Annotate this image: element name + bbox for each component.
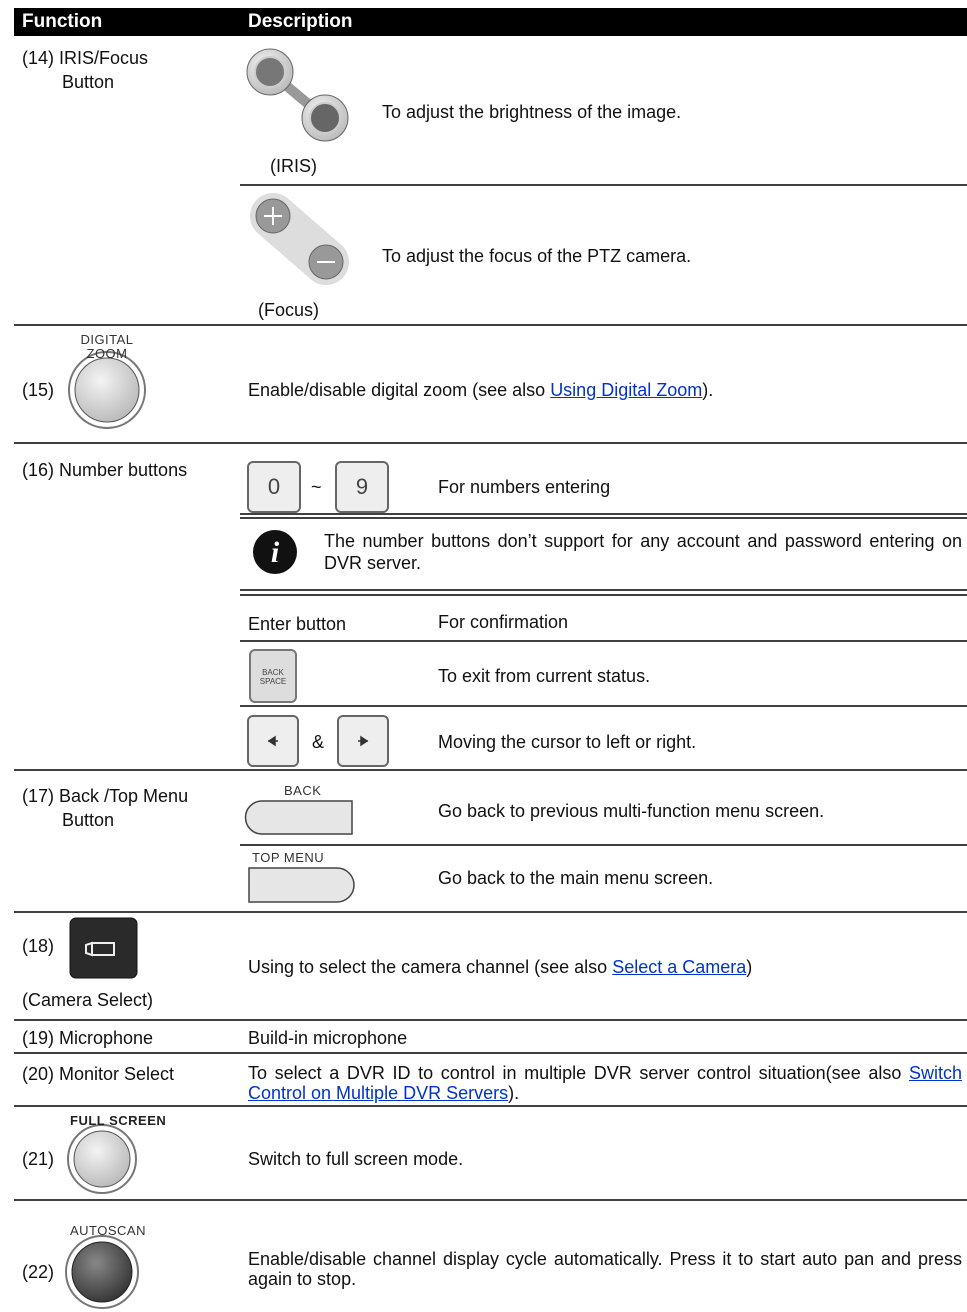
- description: To exit from current status.: [438, 666, 651, 686]
- separator: &: [312, 732, 325, 752]
- function-label: (16) Number buttons: [22, 460, 188, 480]
- button-label: AUTOSCAN: [70, 1223, 146, 1238]
- function-label: (18): [22, 936, 55, 956]
- key-label: 0: [267, 474, 281, 499]
- link[interactable]: Using Digital Zoom: [550, 380, 703, 400]
- separator: ~: [311, 477, 322, 497]
- key-label: BACK: [262, 668, 284, 677]
- description: ): [746, 957, 753, 977]
- caption: (Camera Select): [22, 990, 154, 1010]
- caption: (Focus): [258, 300, 320, 320]
- description: Switch to full screen mode.: [248, 1149, 464, 1169]
- function-label: (15): [22, 380, 55, 400]
- button-label: DIGITAL: [80, 332, 134, 347]
- button-label: FULL SCREEN: [70, 1113, 167, 1128]
- description: For confirmation: [438, 612, 569, 632]
- description: For numbers entering: [438, 477, 611, 497]
- function-label: Button: [62, 72, 115, 92]
- key-label: 9: [355, 474, 369, 499]
- header-cell: Description: [248, 11, 353, 32]
- link[interactable]: Switch Control on Multiple DVR Servers: [248, 1063, 962, 1103]
- description: ).: [508, 1083, 520, 1103]
- function-label: (17) Back /Top Menu: [22, 786, 189, 806]
- description: To adjust the focus of the PTZ camera.: [382, 246, 692, 266]
- link[interactable]: Select a Camera: [612, 957, 747, 977]
- button-label: ZOOM: [86, 346, 128, 361]
- description: Go back to the main menu screen.: [438, 868, 714, 888]
- description: To adjust the brightness of the image.: [382, 102, 682, 122]
- label: Enter button: [248, 614, 347, 634]
- description: Go back to previous multi-function menu …: [438, 801, 825, 821]
- function-label: (21): [22, 1149, 55, 1169]
- function-label: (22): [22, 1262, 55, 1282]
- description: Enable/disable channel display cycle aut…: [248, 1249, 962, 1289]
- note: The number buttons don’t support for any…: [324, 531, 962, 573]
- description: To select a DVR ID to control in multipl…: [248, 1063, 909, 1083]
- description: Enable/disable digital zoom (see also Us…: [248, 379, 713, 401]
- key-label: BACK: [284, 783, 322, 798]
- key-label: SPACE: [259, 677, 287, 686]
- caption: (IRIS): [270, 156, 317, 176]
- svg-text:i: i: [271, 536, 280, 569]
- function-label: (14) IRIS/Focus: [22, 48, 149, 68]
- key-label: TOP MENU: [252, 850, 325, 865]
- header-cell: Function: [22, 11, 103, 32]
- description: Using to select the camera channel (see …: [248, 957, 613, 977]
- description: ).: [702, 380, 714, 400]
- description: Using to select the camera channel (see …: [248, 956, 752, 978]
- function-label: (20) Monitor Select: [22, 1064, 175, 1084]
- description: Enable/disable digital zoom (see also: [248, 380, 551, 400]
- description: Moving the cursor to left or right.: [438, 732, 697, 752]
- description: To select a DVR ID to control in multipl…: [248, 1063, 962, 1103]
- function-label: (19) Microphone: [22, 1028, 154, 1048]
- function-label: Button: [62, 810, 115, 830]
- description: Build-in microphone: [248, 1028, 408, 1048]
